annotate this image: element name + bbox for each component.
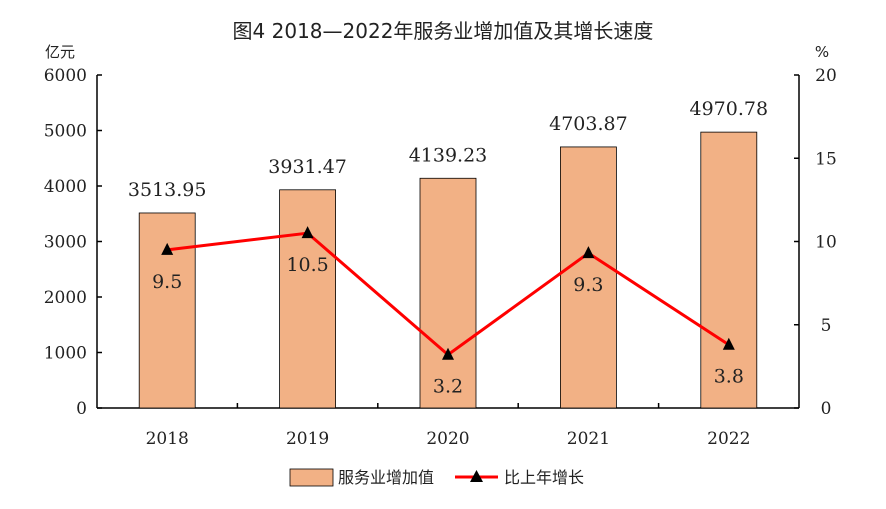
legend-line-label: 比上年增长 [504, 468, 584, 487]
left-tick-label: 5000 [44, 122, 87, 142]
bar [138, 212, 196, 409]
growth-value-label: 10.5 [286, 254, 328, 276]
growth-point-marker [442, 347, 454, 360]
growth-point-marker [722, 337, 735, 350]
legend-bar-swatch [289, 468, 334, 487]
growth-value-label: 9.5 [152, 271, 182, 293]
bar-value-label: 3513.95 [128, 179, 207, 201]
bar-value-label: 4139.23 [409, 144, 488, 166]
legend-triangle-icon [470, 470, 483, 482]
plot-area: 0 1000 2000 3000 4000 5000 6000 0 5 10 15 20 2018 201… [44, 66, 837, 449]
growth-value-label: 3.8 [714, 366, 744, 388]
left-tick-label: 6000 [44, 66, 87, 86]
x-tick-label: 2018 [146, 429, 189, 449]
growth-value-label: 3.2 [433, 376, 463, 398]
bar [419, 177, 477, 409]
bar-value-label: 4970.78 [690, 98, 769, 120]
left-tick-label: 4000 [44, 177, 87, 197]
bar-value-label: 3931.47 [268, 156, 347, 178]
left-tick-label: 0 [76, 399, 87, 419]
legend-bar-label: 服务业增加值 [338, 468, 434, 487]
growth-point-marker [301, 226, 314, 239]
legend: 服务业增加值 比上年增长 [289, 468, 584, 487]
x-tick-label: 2021 [567, 429, 610, 449]
right-tick-label: 0 [821, 399, 832, 419]
left-axis-unit: 亿元 [45, 43, 75, 61]
right-axis-unit: % [815, 43, 829, 61]
bar [560, 146, 617, 409]
growth-point-marker [161, 242, 174, 255]
bar-value-label: 4703.87 [549, 113, 628, 135]
right-tick-label: 5 [821, 316, 832, 336]
right-tick-label: 20 [815, 66, 837, 86]
growth-point-marker [582, 246, 595, 259]
growth-value-label: 9.3 [573, 274, 603, 296]
left-tick-label: 2000 [44, 288, 87, 308]
left-tick-label: 3000 [44, 233, 87, 253]
bar [700, 131, 758, 409]
bar [279, 189, 337, 409]
x-tick-label: 2019 [286, 429, 329, 449]
right-tick-label: 10 [815, 233, 837, 253]
left-tick-label: 1000 [44, 344, 87, 364]
chart-title: 图4 2018—2022年服务业增加值及其增长速度 [233, 19, 654, 43]
x-tick-label: 2022 [707, 429, 750, 449]
right-tick-label: 15 [815, 149, 837, 169]
x-tick-label: 2020 [426, 429, 469, 449]
